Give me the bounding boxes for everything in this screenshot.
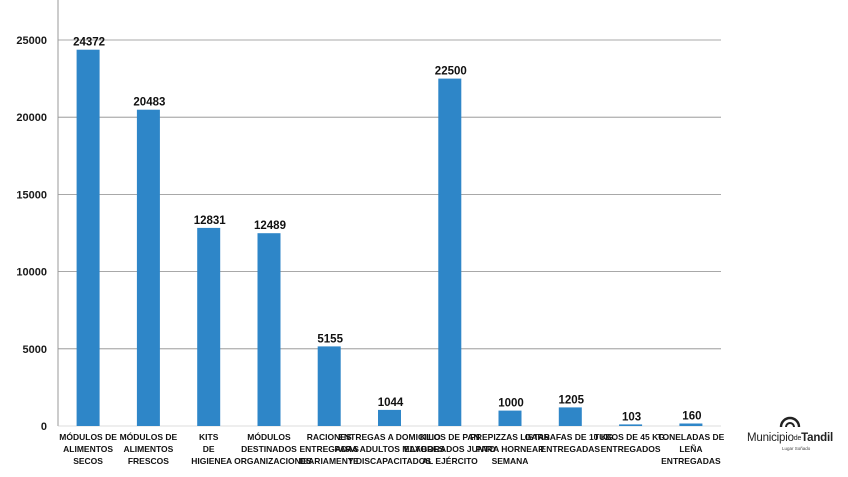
y-tick-label: 0 [41, 421, 47, 433]
value-label: 1044 [378, 397, 404, 409]
category-label-line: KILOS DE PAN [420, 432, 480, 442]
y-axis-ticks: 0 5000 10000 15000 20000 25000 [16, 35, 47, 433]
category-label-line: GARRAFAS DE 10 KG. [525, 432, 616, 442]
bars [76, 49, 703, 426]
y-tick-label: 15000 [16, 189, 47, 201]
logo-tagline: Lugar Soñado [782, 446, 811, 451]
logo-name: MunicipiodeTandil [747, 432, 833, 444]
category-label-line: KITS [199, 432, 219, 442]
category-label-line: PARA ADULTOS MAYORES [334, 444, 444, 454]
category-label-line: MÓDULOS DE [120, 431, 178, 442]
bar [378, 409, 401, 426]
bar [558, 407, 582, 426]
category-label-line: LEÑA [679, 444, 702, 454]
category-label: RACIONES ENTREGADAS DIARIAMENTE [299, 432, 359, 466]
y-tick-label: 25000 [16, 35, 47, 47]
bar [498, 410, 522, 426]
category-label-line: AL EJÉRCITO [422, 456, 478, 466]
category-label-line: A ORGANIZACIONES [226, 456, 312, 466]
category-label: KILOS DE PAN ELABORADOS JUNTO AL EJÉRCITO [404, 432, 496, 466]
grid-lines [58, 39, 721, 350]
value-label: 1000 [498, 398, 524, 410]
bar [136, 109, 160, 426]
category-label-line: HIGIENE [191, 456, 226, 466]
category-label-line: ENTREGAS A DOMICILIO [338, 432, 441, 442]
category-label: GARRAFAS DE 10 KG. ENTREGADAS [525, 432, 616, 454]
category-label-line: SECOS [73, 456, 103, 466]
category-label-line: PREPIZZAS LISTAS [470, 432, 550, 442]
category-label-line: DIARIAMENTE [300, 456, 359, 466]
category-label: MÓDULOS DE ALIMENTOS FRESCOS [120, 431, 178, 466]
category-label-line: ALIMENTOS [123, 444, 173, 454]
value-label: 22500 [435, 66, 467, 78]
category-label-line: ALIMENTOS [63, 444, 113, 454]
y-tick-label: 5000 [23, 344, 47, 356]
bar [257, 233, 281, 426]
category-label-line: ENTREGADAS [541, 444, 601, 454]
y-tick-label: 20000 [16, 112, 47, 124]
category-label-line: MÓDULOS DE [59, 431, 117, 442]
category-label: TUBOS DE 45 KG. ENTREGADOS [594, 432, 667, 454]
category-label-line: RACIONES [307, 432, 352, 442]
bar [197, 227, 221, 426]
bar [619, 424, 643, 426]
category-label: MÓDULOS DESTINADOS A ORGANIZACIONES [226, 431, 312, 466]
category-label-line: SEMANA [492, 456, 529, 466]
bar [317, 346, 341, 426]
category-label-line: ENTREGADAS [661, 456, 721, 466]
value-label: 12489 [254, 220, 286, 232]
category-label-line: ELABORADOS JUNTO [404, 444, 496, 454]
category-labels: MÓDULOS DE ALIMENTOS SECOS MÓDULOS DE ALIMEN… [59, 431, 724, 466]
value-label: 5155 [317, 333, 343, 345]
category-label-line: MÓDULOS [247, 431, 291, 442]
category-label-line: DE [203, 444, 215, 454]
arch-emblem-icon [779, 414, 801, 428]
category-label: KITS DE HIGIENE [191, 432, 226, 466]
bar [76, 49, 100, 426]
bar [438, 78, 462, 426]
category-label-line: ENTREGADOS [601, 444, 661, 454]
value-label: 24372 [73, 37, 105, 49]
category-label-line: TUBOS DE 45 KG. [594, 432, 667, 442]
category-label-line: ENTREGADAS [299, 444, 359, 454]
category-label-line: Y DISCAPACITADOS [348, 456, 431, 466]
category-label-line: FRESCOS [128, 456, 169, 466]
value-label: 103 [622, 411, 641, 423]
category-label-line: PARA HORNEAR [476, 444, 544, 454]
value-labels: 24372 20483 12831 12489 5155 1044 22500 1000 120… [73, 37, 701, 424]
value-label: 1205 [559, 394, 585, 406]
value-label: 20483 [133, 97, 165, 109]
value-label: 12831 [194, 215, 227, 227]
category-label-line: DESTINADOS [241, 444, 297, 454]
bar [679, 423, 703, 426]
category-label: TONELADAS DE LEÑA ENTREGADAS [657, 432, 724, 466]
category-label: MÓDULOS DE ALIMENTOS SECOS [59, 431, 117, 466]
municipio-logo: MunicipiodeTandil Lugar Soñado [742, 414, 838, 454]
category-label: ENTREGAS A DOMICILIO PARA ADULTOS MAYORES… [334, 432, 444, 466]
value-label: 160 [682, 411, 701, 423]
category-label: PREPIZZAS LISTAS PARA HORNEAR SEMANA [470, 432, 550, 466]
y-tick-label: 10000 [16, 267, 47, 279]
category-label-line: TONELADAS DE [657, 432, 724, 442]
